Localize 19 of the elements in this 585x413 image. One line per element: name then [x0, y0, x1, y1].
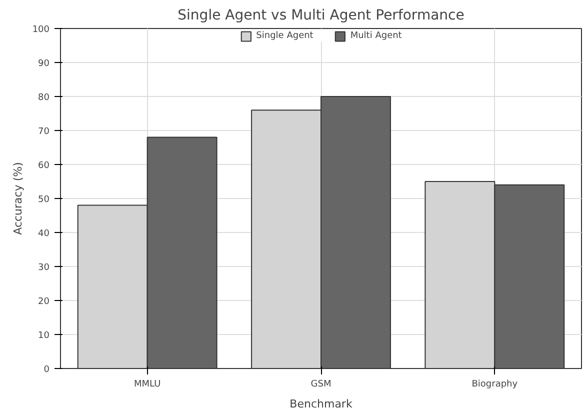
- y-tick-label: 60: [38, 161, 50, 171]
- y-tick-label: 90: [38, 59, 50, 69]
- y-tick-label: 20: [38, 297, 50, 307]
- x-tick-label: Biography: [472, 380, 518, 390]
- y-tick-label: 0: [44, 365, 50, 375]
- x-tick-label: MMLU: [134, 380, 161, 390]
- y-tick-label: 80: [38, 93, 50, 103]
- y-tick-label: 70: [38, 127, 50, 137]
- y-tick-label: 50: [38, 195, 50, 205]
- y-tick-label: 40: [38, 229, 50, 239]
- y-tick-label: 10: [38, 331, 50, 341]
- x-tick-label: GSM: [310, 380, 332, 390]
- y-tick-label: 30: [38, 263, 50, 273]
- x-axis-title: Benchmark: [290, 398, 353, 410]
- legend-label: Multi Agent: [350, 31, 402, 41]
- legend-label: Single Agent: [256, 31, 314, 41]
- y-tick-label: 100: [32, 25, 50, 35]
- y-axis-title: Accuracy (%): [11, 162, 24, 235]
- chart-title: Single Agent vs Multi Agent Performance: [178, 8, 464, 24]
